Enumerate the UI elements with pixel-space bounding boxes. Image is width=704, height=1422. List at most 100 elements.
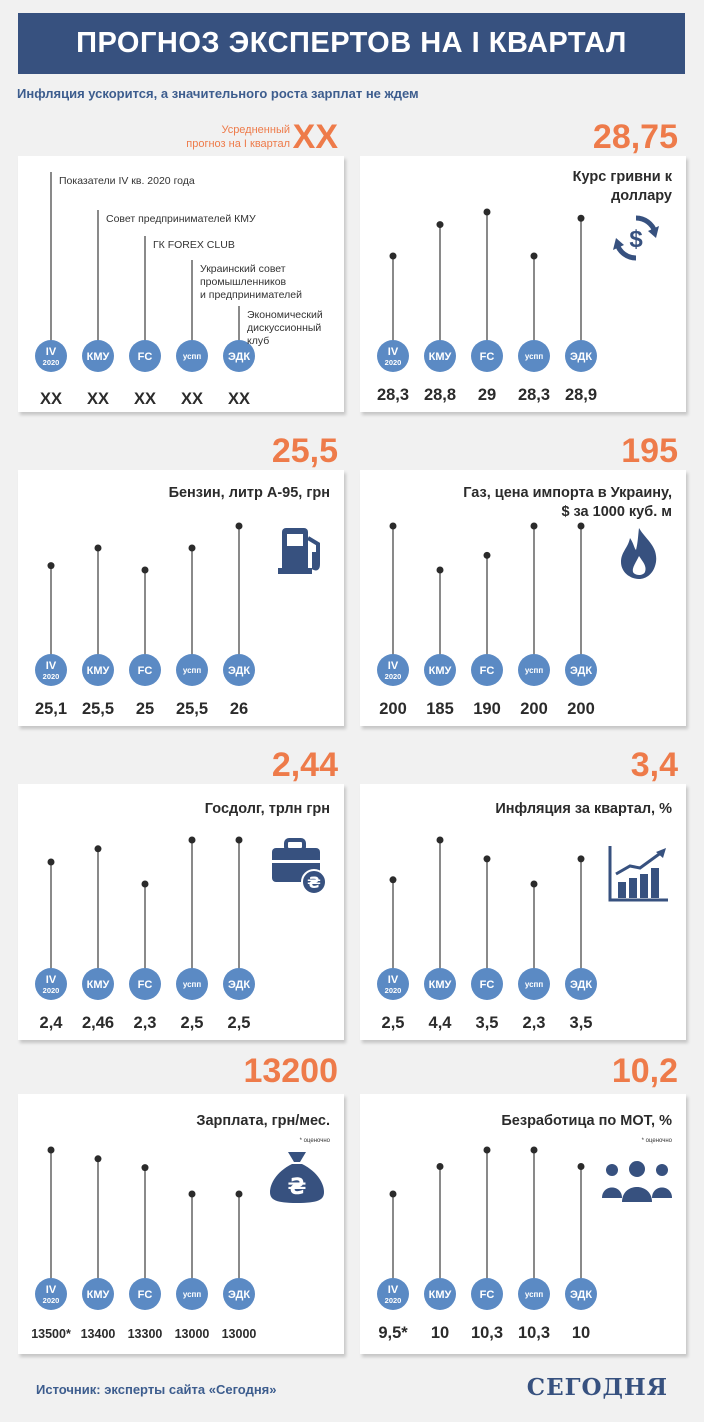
legend-panel: IV 2020 XX КМУ XX FC XX успп XX ЭДК XX Показатели …	[18, 156, 344, 412]
value-label-4: 13000	[222, 1327, 257, 1341]
salary-panel: Зарплата, грн/мес. * оценочно IV 2020 1350…	[18, 1094, 344, 1354]
data-point-0	[47, 562, 55, 570]
source-name-line: Совет предпринимателей КМУ	[106, 213, 256, 225]
source-circle-1	[424, 1278, 456, 1310]
source-code-3: успп	[183, 352, 202, 361]
source-circle-4	[223, 1278, 255, 1310]
data-point-4	[577, 214, 585, 222]
source-circle-3	[176, 654, 208, 686]
value-label-1: 25,5	[82, 700, 114, 718]
source-code-1: КМУ	[87, 665, 110, 677]
value-label-4: 3,5	[570, 1014, 593, 1032]
source-name-1: Совет предпринимателей КМУ	[106, 213, 256, 226]
svg-text:₴: ₴	[307, 873, 321, 892]
source-code-3: успп	[183, 1290, 202, 1299]
data-point-3	[530, 880, 538, 888]
source-circle-4	[565, 1278, 597, 1310]
source-code-year-0: 2020	[43, 358, 60, 367]
gasoline-title: Бензин, литр А-95, грн	[168, 485, 330, 501]
source-code-year-0: 2020	[385, 986, 402, 995]
source-circle-0	[377, 654, 409, 686]
public-debt-panel: Госдолг, трлн грн IV 2020 2,4 КМУ 2,46 FC 2,3 у…	[18, 784, 344, 1040]
source-name-4: Экономический дискуссионный клуб	[247, 309, 323, 348]
source-name-line: клуб	[247, 335, 270, 347]
source-code-4: ЭДК	[570, 351, 592, 363]
source-circle-3	[518, 1278, 550, 1310]
data-point-2	[141, 566, 149, 574]
inflation-average: 3,4	[630, 746, 678, 784]
source-code-year-0: 2020	[43, 986, 60, 995]
data-point-3	[188, 836, 196, 844]
source-name-line: Экономический	[247, 309, 323, 321]
source-circle-3	[176, 1278, 208, 1310]
value-label-0: 200	[379, 700, 407, 718]
data-point-4	[577, 855, 585, 863]
source-name-line: Украинский совет	[200, 263, 286, 275]
source-circle-0	[377, 1278, 409, 1310]
source-name-2: ГК FOREX CLUB	[153, 239, 235, 252]
value-label-4: 26	[230, 700, 248, 718]
exchange-rate-panel: Курс гривни к доллару IV 2020 28,3 КМУ 28,8 F…	[360, 156, 686, 412]
source-code-1: КМУ	[429, 351, 452, 363]
source-circle-0	[35, 340, 67, 372]
data-point-3	[530, 1146, 538, 1154]
data-point-4	[235, 1190, 243, 1198]
data-point-3	[530, 252, 538, 260]
source-code-3: успп	[183, 666, 202, 675]
source-circle-4	[565, 968, 597, 1000]
source-code-2: FC	[480, 665, 495, 677]
source-circle-1	[82, 1278, 114, 1310]
source-code-1: КМУ	[429, 665, 452, 677]
data-point-2	[483, 1146, 491, 1154]
value-label-3: 2,5	[181, 1014, 204, 1032]
unemployment-title: Безработица по МОТ, %	[501, 1113, 672, 1129]
data-point-3	[188, 544, 196, 552]
source-name-line: промышленников	[200, 276, 287, 288]
source-circle-2	[471, 340, 503, 372]
data-point-2	[141, 1164, 149, 1172]
legend-value-2: XX	[134, 390, 156, 408]
source-circle-2	[129, 654, 161, 686]
source-code-4: ЭДК	[570, 665, 592, 677]
value-label-4: 10	[572, 1324, 590, 1342]
unemployment-panel: Безработица по МОТ, % * оценочно IV 2020 9…	[360, 1094, 686, 1354]
legend-value-1: XX	[87, 390, 109, 408]
data-point-0	[47, 1146, 55, 1154]
source-code-2: FC	[138, 979, 153, 991]
source-code-1: КМУ	[87, 979, 110, 991]
source-code-4: ЭДК	[570, 979, 592, 991]
source-code-1: КМУ	[429, 979, 452, 991]
value-label-3: 13000	[175, 1327, 210, 1341]
source-circle-4	[565, 340, 597, 372]
value-label-0: 28,3	[377, 386, 409, 404]
value-label-2: 2,3	[134, 1014, 157, 1032]
average-forecast-label: Усредненный прогноз на I квартал	[150, 123, 290, 151]
value-label-2: 3,5	[476, 1014, 499, 1032]
salary-average: 13200	[243, 1052, 338, 1090]
svg-text:$: $	[629, 226, 643, 253]
data-point-3	[530, 522, 538, 530]
data-point-4	[235, 522, 243, 530]
source-name-line: дискуссионный	[247, 322, 322, 334]
value-label-2: 25	[136, 700, 154, 718]
source-code-year-0: 2020	[385, 358, 402, 367]
source-circle-0	[35, 654, 67, 686]
data-point-1	[436, 1163, 444, 1170]
value-label-2: 13300	[128, 1327, 163, 1341]
gas-average: 195	[621, 432, 678, 470]
source-circle-2	[129, 1278, 161, 1310]
data-point-1	[94, 1155, 102, 1163]
source-code-2: FC	[480, 979, 495, 991]
average-label-line-2: прогноз на I квартал	[186, 138, 290, 150]
data-point-1	[436, 221, 444, 229]
value-label-3: 2,3	[523, 1014, 546, 1032]
data-point-1	[94, 845, 102, 853]
source-code-4: ЭДК	[228, 1289, 250, 1301]
legend-value-0: XX	[40, 390, 62, 408]
exchange-rate-title: Курс гривни к доллару	[572, 169, 672, 204]
source-code-3: успп	[525, 666, 544, 675]
source-code-4: ЭДК	[228, 665, 250, 677]
value-label-3: 10,3	[518, 1324, 550, 1342]
